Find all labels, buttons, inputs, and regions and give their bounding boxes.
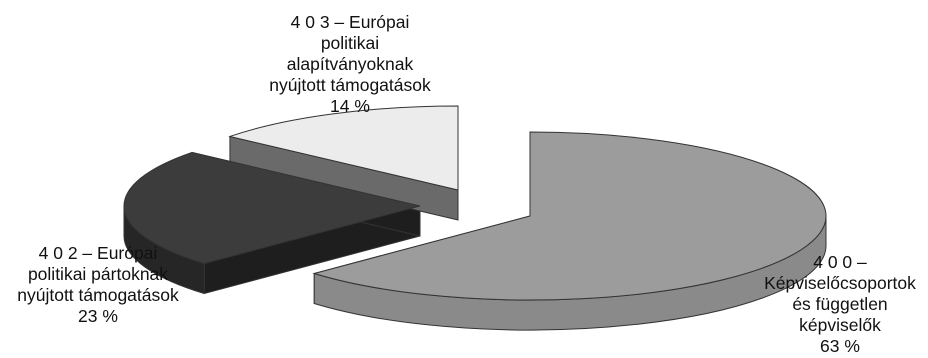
label-line: politikai pártoknak (27, 264, 169, 284)
pie-slice-1 (123, 151, 421, 265)
pie-slice-2 (228, 105, 459, 191)
slice-value-label: 63 % (820, 336, 860, 356)
slice-value-label: 23 % (78, 306, 118, 326)
slice-label-403: 4 0 3 – Európai politikai alapítványokna… (255, 12, 445, 117)
label-line: nyújtott támogatások (17, 285, 179, 305)
label-line: alapítványoknak (286, 54, 414, 74)
label-line: képviselők (799, 315, 881, 335)
label-line: 4 0 3 – Európai (290, 12, 410, 32)
pie-top-layer (123, 105, 827, 301)
label-line: politikai (320, 33, 380, 53)
label-line: Képviselőcsoportok (764, 273, 916, 293)
label-line: 4 0 0 – (813, 252, 867, 272)
label-line: és független (792, 294, 888, 314)
label-line: nyújtott támogatások (269, 75, 431, 95)
slice-label-402: 4 0 2 – Európai politikai pártoknak nyúj… (0, 243, 196, 327)
slice-label-400: 4 0 0 – Képviselőcsoportok és független … (752, 252, 928, 357)
pie-slice-0 (312, 131, 827, 301)
slice-value-label: 14 % (330, 96, 370, 116)
label-line: 4 0 2 – Európai (38, 243, 158, 263)
